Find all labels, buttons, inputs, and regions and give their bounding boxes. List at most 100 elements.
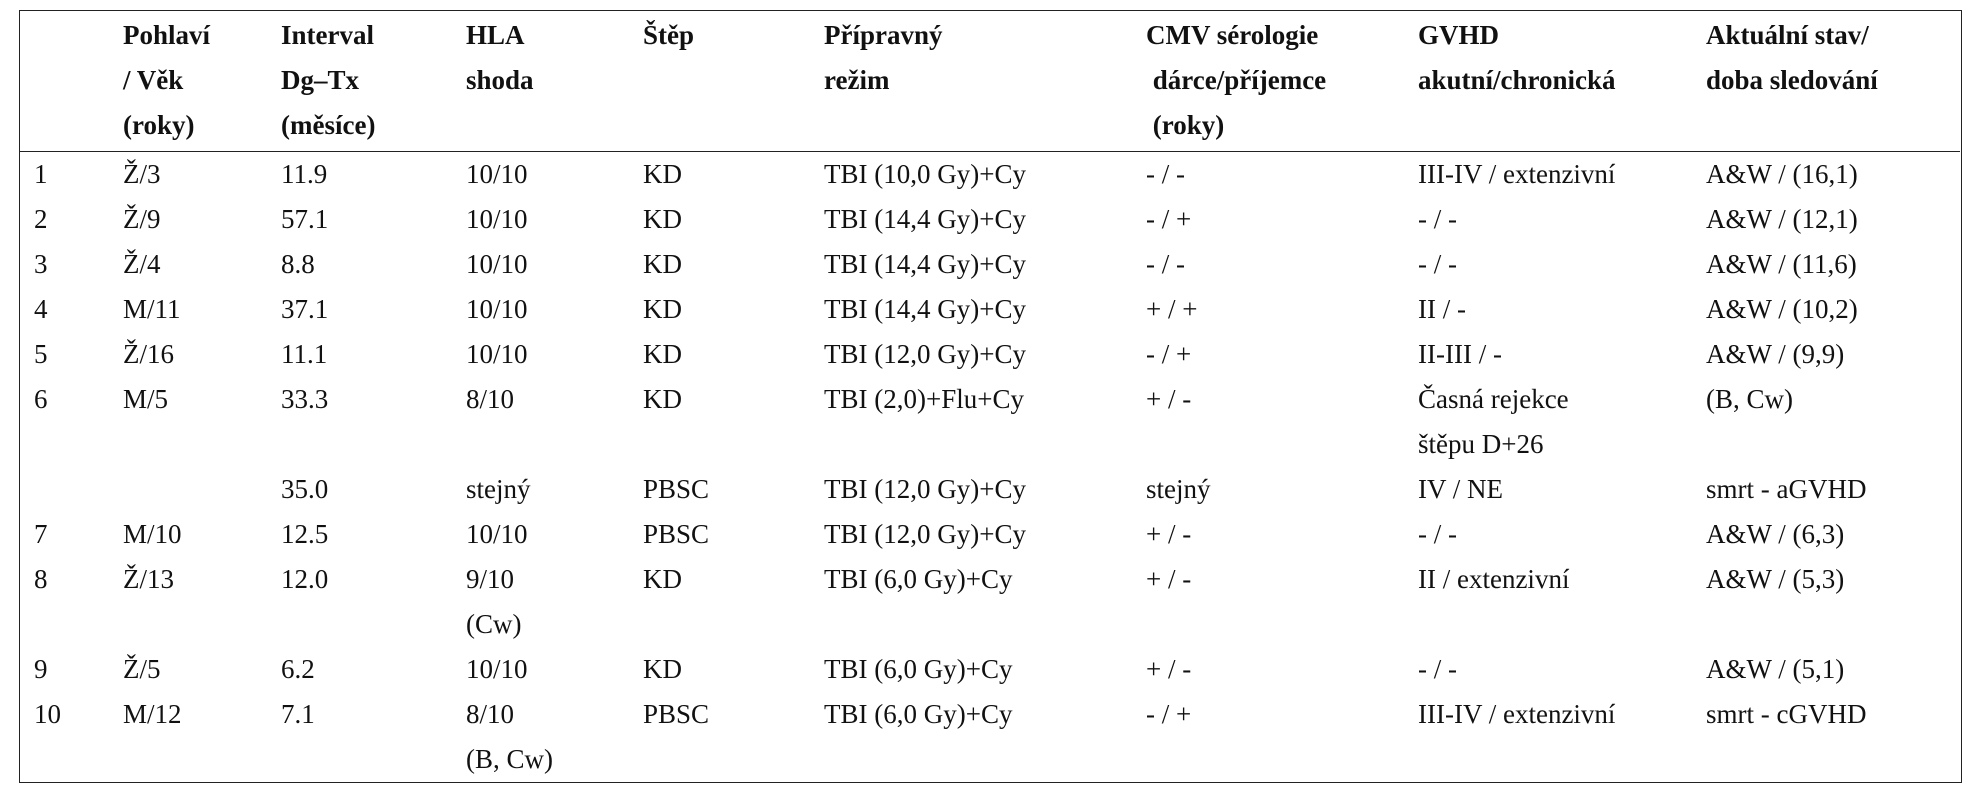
table-cell: TBI (12,0 Gy)+Cy — [824, 339, 1026, 369]
table-cell: 10/10 — [466, 249, 528, 279]
header-cell: Aktuální stav/doba sledování — [1706, 11, 1960, 152]
cell-line: (B, Cw) — [466, 744, 553, 774]
table-cell: IV / NE — [1418, 474, 1503, 504]
table-cell: KD — [643, 564, 682, 594]
table-cell: 3 — [34, 249, 48, 279]
table-cell: 8 — [34, 564, 48, 594]
header-cell: Přípravný režim — [824, 11, 1146, 152]
table-cell: stejný — [1146, 474, 1211, 504]
table-cell: - / - — [1146, 159, 1185, 189]
table-cell: + / - — [1146, 519, 1192, 549]
table-cell: - / + — [1146, 339, 1192, 369]
table-cell: 1 — [34, 159, 48, 189]
data-table: Pohlaví / Věk (roky) Interval Dg–Tx (měsíce) H… — [20, 11, 1960, 782]
cell-line: 9/10 — [466, 564, 515, 594]
table-cell: 12.5 — [281, 519, 329, 549]
table-cell: 5 — [34, 339, 48, 369]
table-cell: Časná rejekce štěpu D+26 — [1418, 377, 1706, 467]
table-frame: Pohlaví / Věk (roky) Interval Dg–Tx (měsíce) H… — [19, 10, 1962, 783]
cell-line: CMV sérologie — [1146, 20, 1319, 50]
table-cell: - / + — [1146, 699, 1192, 729]
table-cell: PBSC — [643, 474, 710, 504]
table-cell: PBSC — [643, 519, 710, 549]
table-cell: - / - — [1418, 204, 1457, 234]
table-cell: III-IV / extenzivní — [1418, 159, 1616, 189]
table-cell: KD — [643, 204, 682, 234]
table-cell: 2 — [34, 204, 48, 234]
table-cell: A&W / (12,1) — [1706, 204, 1858, 234]
table-cell: TBI (14,4 Gy)+Cy — [824, 249, 1026, 279]
table-cell: 8/10 — [466, 384, 515, 414]
table-cell: Ž/13 — [123, 564, 174, 594]
header-cell: GVHD akutní/chronická — [1418, 11, 1706, 152]
cell-line: štěpu D+26 — [1418, 429, 1544, 459]
table-cell: M/10 — [123, 519, 182, 549]
table-row: 35.0 stejný PBSC TBI (12,0 Gy)+Cy stejný IV /… — [20, 467, 1960, 512]
table-row: 3 Ž/4 8.8 10/10 KD TBI (14,4 Gy)+Cy - / - - / -… — [20, 242, 1960, 287]
cell-line: Aktuální stav/ — [1706, 20, 1869, 50]
table-cell: + / + — [1146, 294, 1198, 324]
table-row: 9 Ž/5 6.2 10/10 KD TBI (6,0 Gy)+Cy + / - - / - A… — [20, 647, 1960, 692]
table-cell: TBI (10,0 Gy)+Cy — [824, 159, 1026, 189]
cell-line: akutní/chronická — [1418, 65, 1616, 95]
table-cell: 9 — [34, 654, 48, 684]
table-cell: A&W / (16,1) — [1706, 159, 1858, 189]
table-cell: II / - — [1418, 294, 1466, 324]
cell-line: Pohlaví — [123, 20, 211, 50]
table-cell: 57.1 — [281, 204, 329, 234]
table-cell: + / - — [1146, 384, 1192, 414]
cell-line: Dg–Tx — [281, 65, 360, 95]
cell-line: Interval — [281, 20, 374, 50]
cell-line: / Věk — [123, 65, 184, 95]
table-cell: Ž/9 — [123, 204, 161, 234]
table-row: 6 M/5 33.3 8/10 KD TBI (2,0)+Flu+Cy + / - Časná… — [20, 377, 1960, 467]
cell-line: Štěp — [643, 20, 695, 50]
table-cell: + / - — [1146, 564, 1192, 594]
table-cell: (B, Cw) — [1706, 384, 1793, 414]
cell-line: GVHD — [1418, 20, 1499, 50]
table-cell: 9/10 (Cw) — [466, 557, 643, 647]
table-cell: 37.1 — [281, 294, 329, 324]
cell-line: režim — [824, 65, 890, 95]
table-cell: M/11 — [123, 294, 181, 324]
table-cell: 10/10 — [466, 294, 528, 324]
table-cell: 10/10 — [466, 339, 528, 369]
cell-line: Časná rejekce — [1418, 384, 1569, 414]
cell-line: HLA — [466, 20, 525, 50]
table-cell: 10 — [34, 699, 61, 729]
table-cell: A&W / (5,3) — [1706, 564, 1845, 594]
table-cell: 7.1 — [281, 699, 315, 729]
table-cell: KD — [643, 159, 682, 189]
table-cell: 8/10 (B, Cw) — [466, 692, 643, 782]
cell-line: dárce/příjemce — [1146, 65, 1327, 95]
table-cell: 10/10 — [466, 519, 528, 549]
table-cell: KD — [643, 654, 682, 684]
table-cell: TBI (12,0 Gy)+Cy — [824, 474, 1026, 504]
table-row: 1 Ž/3 11.9 10/10 KD TBI (10,0 Gy)+Cy - / - III-… — [20, 152, 1960, 198]
table-cell: A&W / (6,3) — [1706, 519, 1845, 549]
table-cell: KD — [643, 384, 682, 414]
header-cell: Pohlaví / Věk (roky) — [123, 11, 281, 152]
header-cell: Štěp — [643, 11, 824, 152]
header-cell: Interval Dg–Tx (měsíce) — [281, 11, 466, 152]
table-cell: TBI (6,0 Gy)+Cy — [824, 699, 1013, 729]
cell-line: (roky) — [123, 110, 195, 140]
table-cell: A&W / (10,2) — [1706, 294, 1858, 324]
table-cell: A&W / (5,1) — [1706, 654, 1845, 684]
table-cell: 4 — [34, 294, 48, 324]
table-cell: M/12 — [123, 699, 182, 729]
table-cell: + / - — [1146, 654, 1192, 684]
table-cell: - / - — [1418, 654, 1457, 684]
table-row: 8 Ž/13 12.0 9/10 (Cw) KD TBI (6,0 Gy)+Cy + / - I… — [20, 557, 1960, 647]
table-row: 5 Ž/16 11.1 10/10 KD TBI (12,0 Gy)+Cy - / + II-… — [20, 332, 1960, 377]
table-cell: - / + — [1146, 204, 1192, 234]
table-cell: Ž/3 — [123, 159, 161, 189]
table-cell: TBI (2,0)+Flu+Cy — [824, 384, 1024, 414]
table-cell: - / - — [1418, 519, 1457, 549]
table-cell: TBI (14,4 Gy)+Cy — [824, 294, 1026, 324]
table-cell: 10/10 — [466, 654, 528, 684]
table-head: Pohlaví / Věk (roky) Interval Dg–Tx (měsíce) H… — [20, 11, 1960, 152]
header-cell: CMV sérologie dárce/příjemce (roky) — [1146, 11, 1418, 152]
table-cell — [123, 467, 281, 512]
